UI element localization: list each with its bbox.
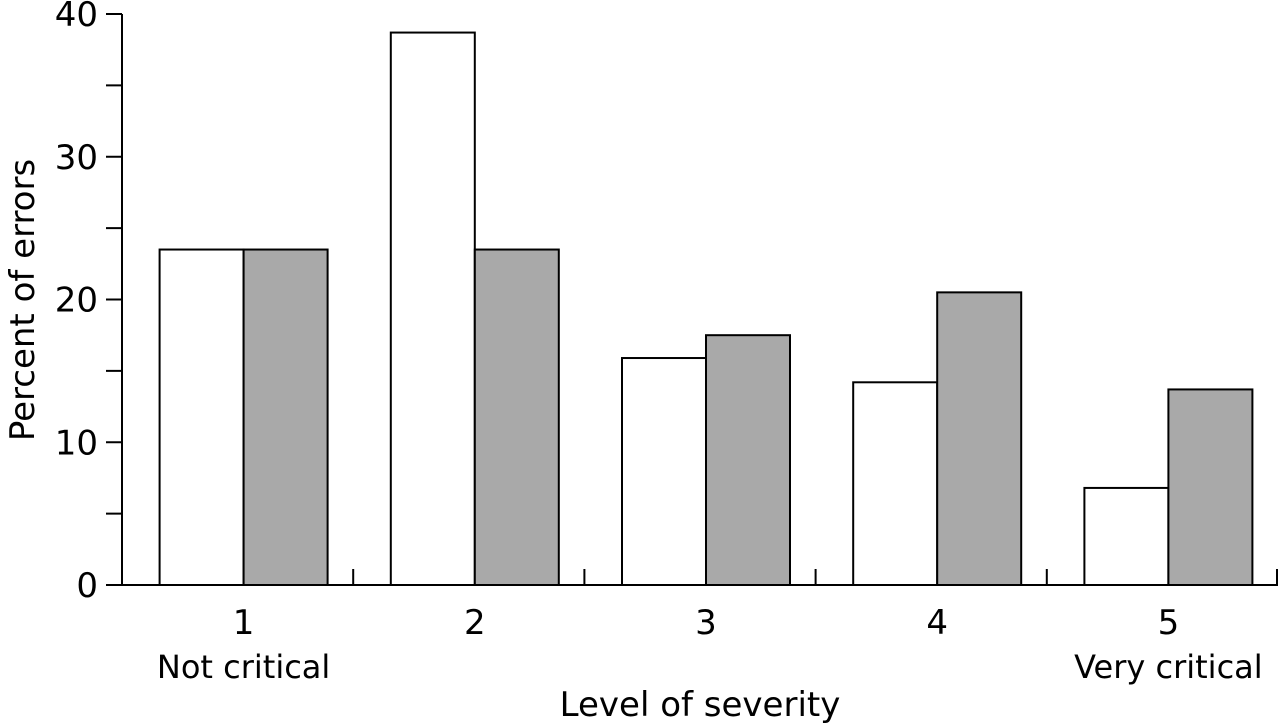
bars	[158, 31, 1254, 587]
bar	[705, 334, 791, 586]
y-tick-label: 40	[55, 0, 98, 35]
x-tick-label: 5	[1158, 603, 1180, 643]
bar	[852, 381, 939, 587]
x-tick-sublabel: Not critical	[157, 648, 330, 686]
x-tick-label: 4	[926, 603, 948, 643]
y-axis-title: Percent of errors	[3, 159, 43, 441]
bar	[1083, 486, 1170, 586]
bar	[1167, 388, 1254, 586]
bar	[242, 248, 329, 586]
x-tick-label: 3	[695, 603, 717, 643]
x-axis-title: Level of severity	[560, 685, 841, 725]
y-tick-label: 20	[55, 281, 98, 321]
x-tick-label: 2	[464, 603, 486, 643]
bar	[621, 357, 707, 586]
y-tick-label: 0	[76, 566, 98, 606]
x-tick-sublabel: Very critical	[1074, 648, 1263, 686]
y-tick-label: 30	[55, 138, 98, 178]
bar	[158, 248, 245, 586]
bar	[389, 31, 476, 587]
bar	[473, 248, 560, 586]
y-tick-label: 10	[55, 423, 98, 463]
x-tick-label: 1	[233, 603, 255, 643]
labels: 0 10 20 30 40 1 Not critical 2 3 4 5 Very critical	[55, 0, 1263, 686]
bar	[936, 291, 1023, 586]
